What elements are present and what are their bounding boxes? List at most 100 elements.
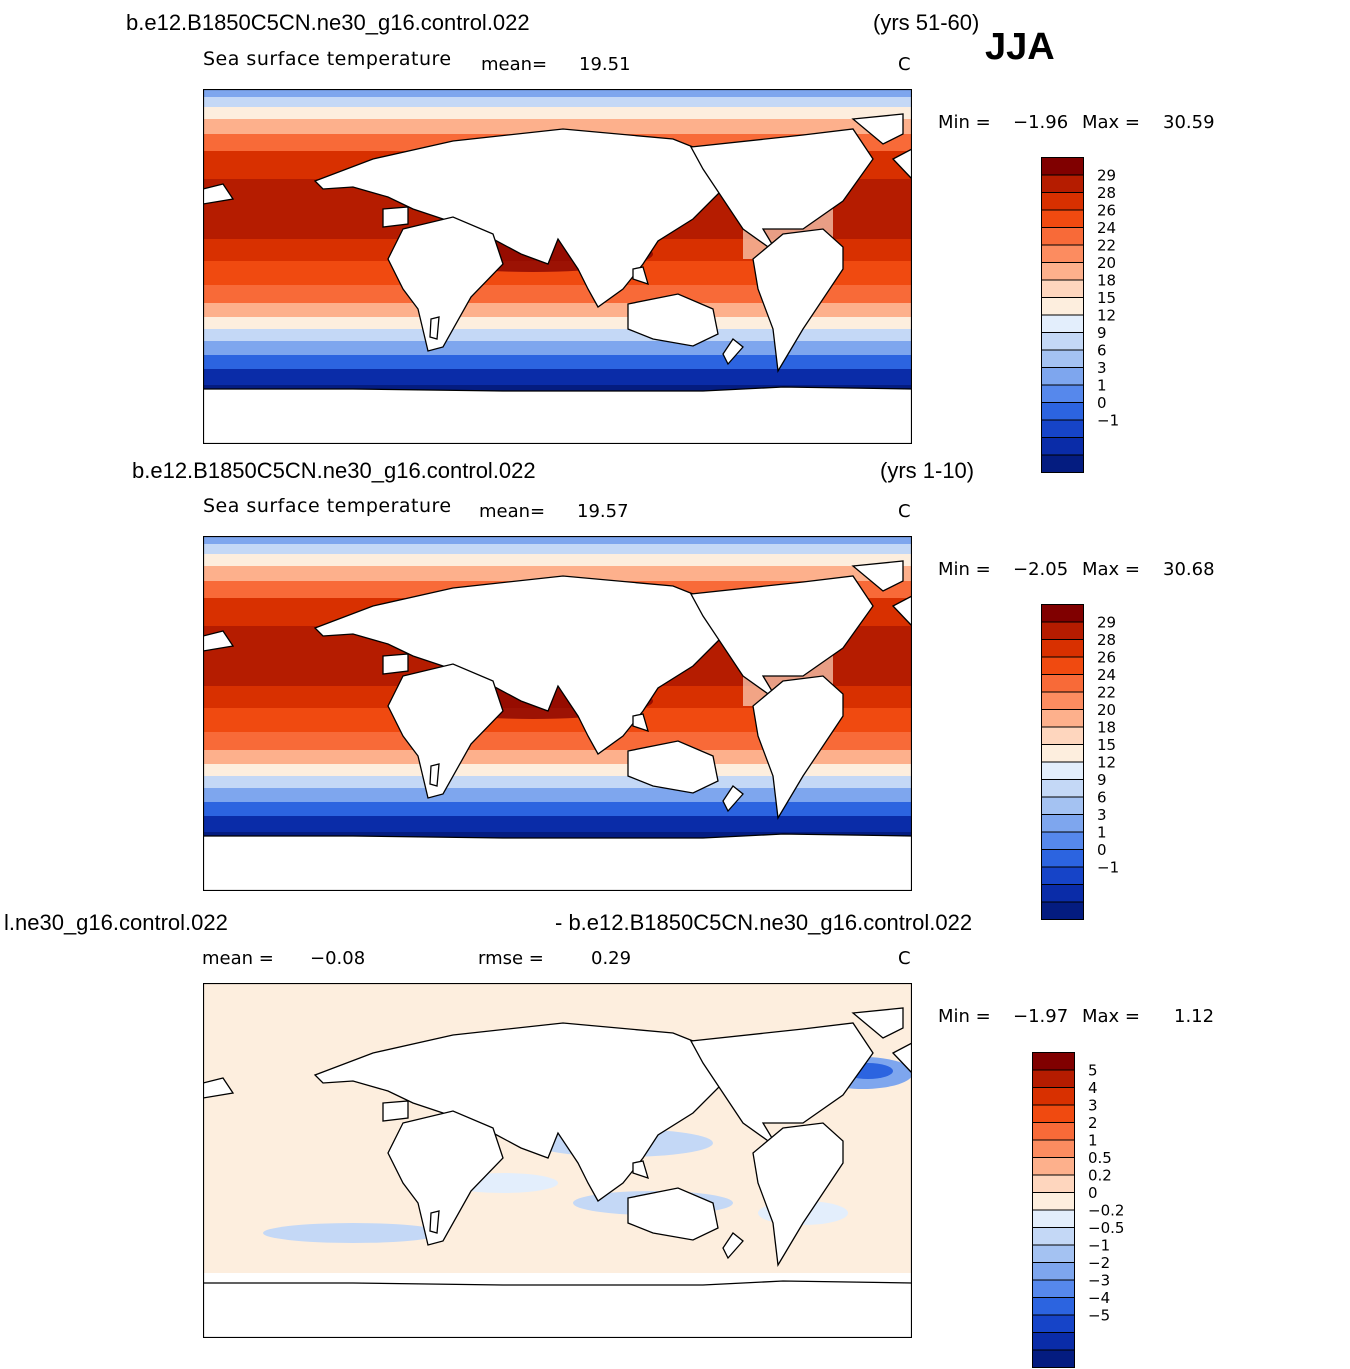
colorbar-swatch	[1041, 761, 1084, 780]
colorbar-swatch	[1041, 157, 1084, 176]
anomaly-region	[263, 1223, 443, 1243]
colorbar-swatch	[1041, 314, 1084, 333]
difference-map	[203, 983, 912, 1338]
continent-outline	[313, 1022, 724, 1202]
colorbar-label: 20	[1097, 701, 1116, 719]
colorbar-label: 3	[1097, 359, 1107, 377]
colorbar-swatch	[1041, 349, 1084, 368]
sst-band	[203, 119, 912, 134]
units-label: C	[898, 501, 911, 522]
continent-outline	[752, 675, 844, 820]
continent-outline	[722, 1232, 744, 1260]
min-label: Min =	[938, 1006, 991, 1027]
colorbar-swatch	[1032, 1192, 1075, 1211]
continent-outline	[689, 128, 874, 255]
sst-band	[203, 816, 912, 832]
continent-outline	[632, 1160, 649, 1180]
colorbar-label: 1	[1097, 377, 1107, 395]
colorbar-label: 9	[1097, 771, 1107, 789]
sst-band	[203, 329, 912, 341]
rmse-label: rmse =	[478, 948, 544, 969]
map-frame	[203, 536, 912, 891]
colorbar-swatch	[1032, 1332, 1075, 1351]
colorbar-swatch	[1032, 1087, 1075, 1106]
colorbar-swatch	[1041, 674, 1084, 693]
variable-name: Sea surface temperature	[203, 48, 452, 70]
max-label: Max =	[1082, 1006, 1141, 1027]
sst-band	[203, 303, 912, 317]
colorbar-label: 22	[1097, 237, 1116, 255]
continent-outline	[429, 1210, 440, 1234]
colorbar-swatch	[1032, 1209, 1075, 1228]
mean-value: 19.57	[577, 501, 629, 522]
continent-outline	[203, 386, 912, 444]
sst-band	[203, 341, 912, 355]
colorbar-swatch	[1041, 262, 1084, 281]
colorbar-swatch	[1032, 1122, 1075, 1141]
mean-label: mean =	[202, 948, 274, 969]
continent-outline	[203, 630, 235, 652]
colorbar-label: 12	[1097, 307, 1116, 325]
colorbar-swatch	[1041, 621, 1084, 640]
continent-outline	[203, 833, 912, 891]
sst-map	[203, 536, 912, 891]
colorbar-swatch	[1041, 174, 1084, 193]
colorbar-swatch	[1041, 796, 1084, 815]
continent-outline	[891, 595, 912, 627]
colorbar-label: 2	[1088, 1114, 1098, 1132]
case-title: b.e12.B1850C5CN.ne30_g16.control.022	[132, 458, 536, 483]
colorbar-label: 6	[1097, 342, 1107, 360]
map-frame	[203, 983, 912, 1338]
colorbar-label: 18	[1097, 719, 1116, 737]
units-label: C	[898, 54, 911, 75]
units-label: C	[898, 948, 911, 969]
min-value: −1.96	[1013, 112, 1069, 133]
colorbar-swatch	[1032, 1279, 1075, 1298]
colorbar-swatch	[1032, 1139, 1075, 1158]
colorbar-label: −3	[1088, 1272, 1110, 1290]
colorbar-label: 1	[1088, 1132, 1098, 1150]
colorbar-label: 0	[1097, 394, 1107, 412]
continent-outline	[429, 316, 440, 340]
colorbar-label: 0.5	[1088, 1149, 1112, 1167]
colorbar-label: 22	[1097, 684, 1116, 702]
colorbar-label: 4	[1088, 1079, 1098, 1097]
colorbar-swatch	[1041, 332, 1084, 351]
colorbar-swatch	[1032, 1157, 1075, 1176]
colorbar-swatch	[1032, 1244, 1075, 1263]
sst-band	[203, 750, 912, 764]
sst-band	[203, 355, 912, 369]
continent-outline	[203, 1077, 235, 1099]
colorbar-swatch	[1041, 726, 1084, 745]
colorbar-label: 5	[1088, 1062, 1098, 1080]
continent-outline	[627, 740, 719, 794]
continent-outline	[627, 293, 719, 347]
continent-outline	[632, 266, 649, 286]
sst-band	[203, 89, 912, 97]
colorbar-swatch	[1032, 1069, 1075, 1088]
continent-outline	[689, 1022, 874, 1149]
continent-outline	[891, 148, 912, 180]
continent-outline	[203, 1280, 912, 1338]
colorbar-swatch	[1041, 604, 1084, 623]
continent-outline	[429, 763, 440, 787]
sst-band	[203, 97, 912, 107]
colorbar-label: −0.5	[1088, 1219, 1124, 1237]
colorbar-swatch	[1041, 779, 1084, 798]
min-value: −2.05	[1013, 559, 1069, 580]
colorbar-label: 28	[1097, 631, 1116, 649]
sst-band	[203, 764, 912, 776]
sst-band	[203, 544, 912, 554]
continent-outline	[387, 663, 504, 799]
variable-name: Sea surface temperature	[203, 495, 452, 517]
colorbar-label: 28	[1097, 184, 1116, 202]
continent-outline	[387, 216, 504, 352]
colorbar-label: 24	[1097, 666, 1116, 684]
sst-band	[203, 732, 912, 750]
colorbar-label: 18	[1097, 272, 1116, 290]
min-label: Min =	[938, 559, 991, 580]
case-title-right: - b.e12.B1850C5CN.ne30_g16.control.022	[555, 910, 973, 935]
years-label: (yrs 51-60)	[873, 10, 980, 35]
sst-band	[203, 802, 912, 816]
continent-outline	[382, 1100, 409, 1122]
